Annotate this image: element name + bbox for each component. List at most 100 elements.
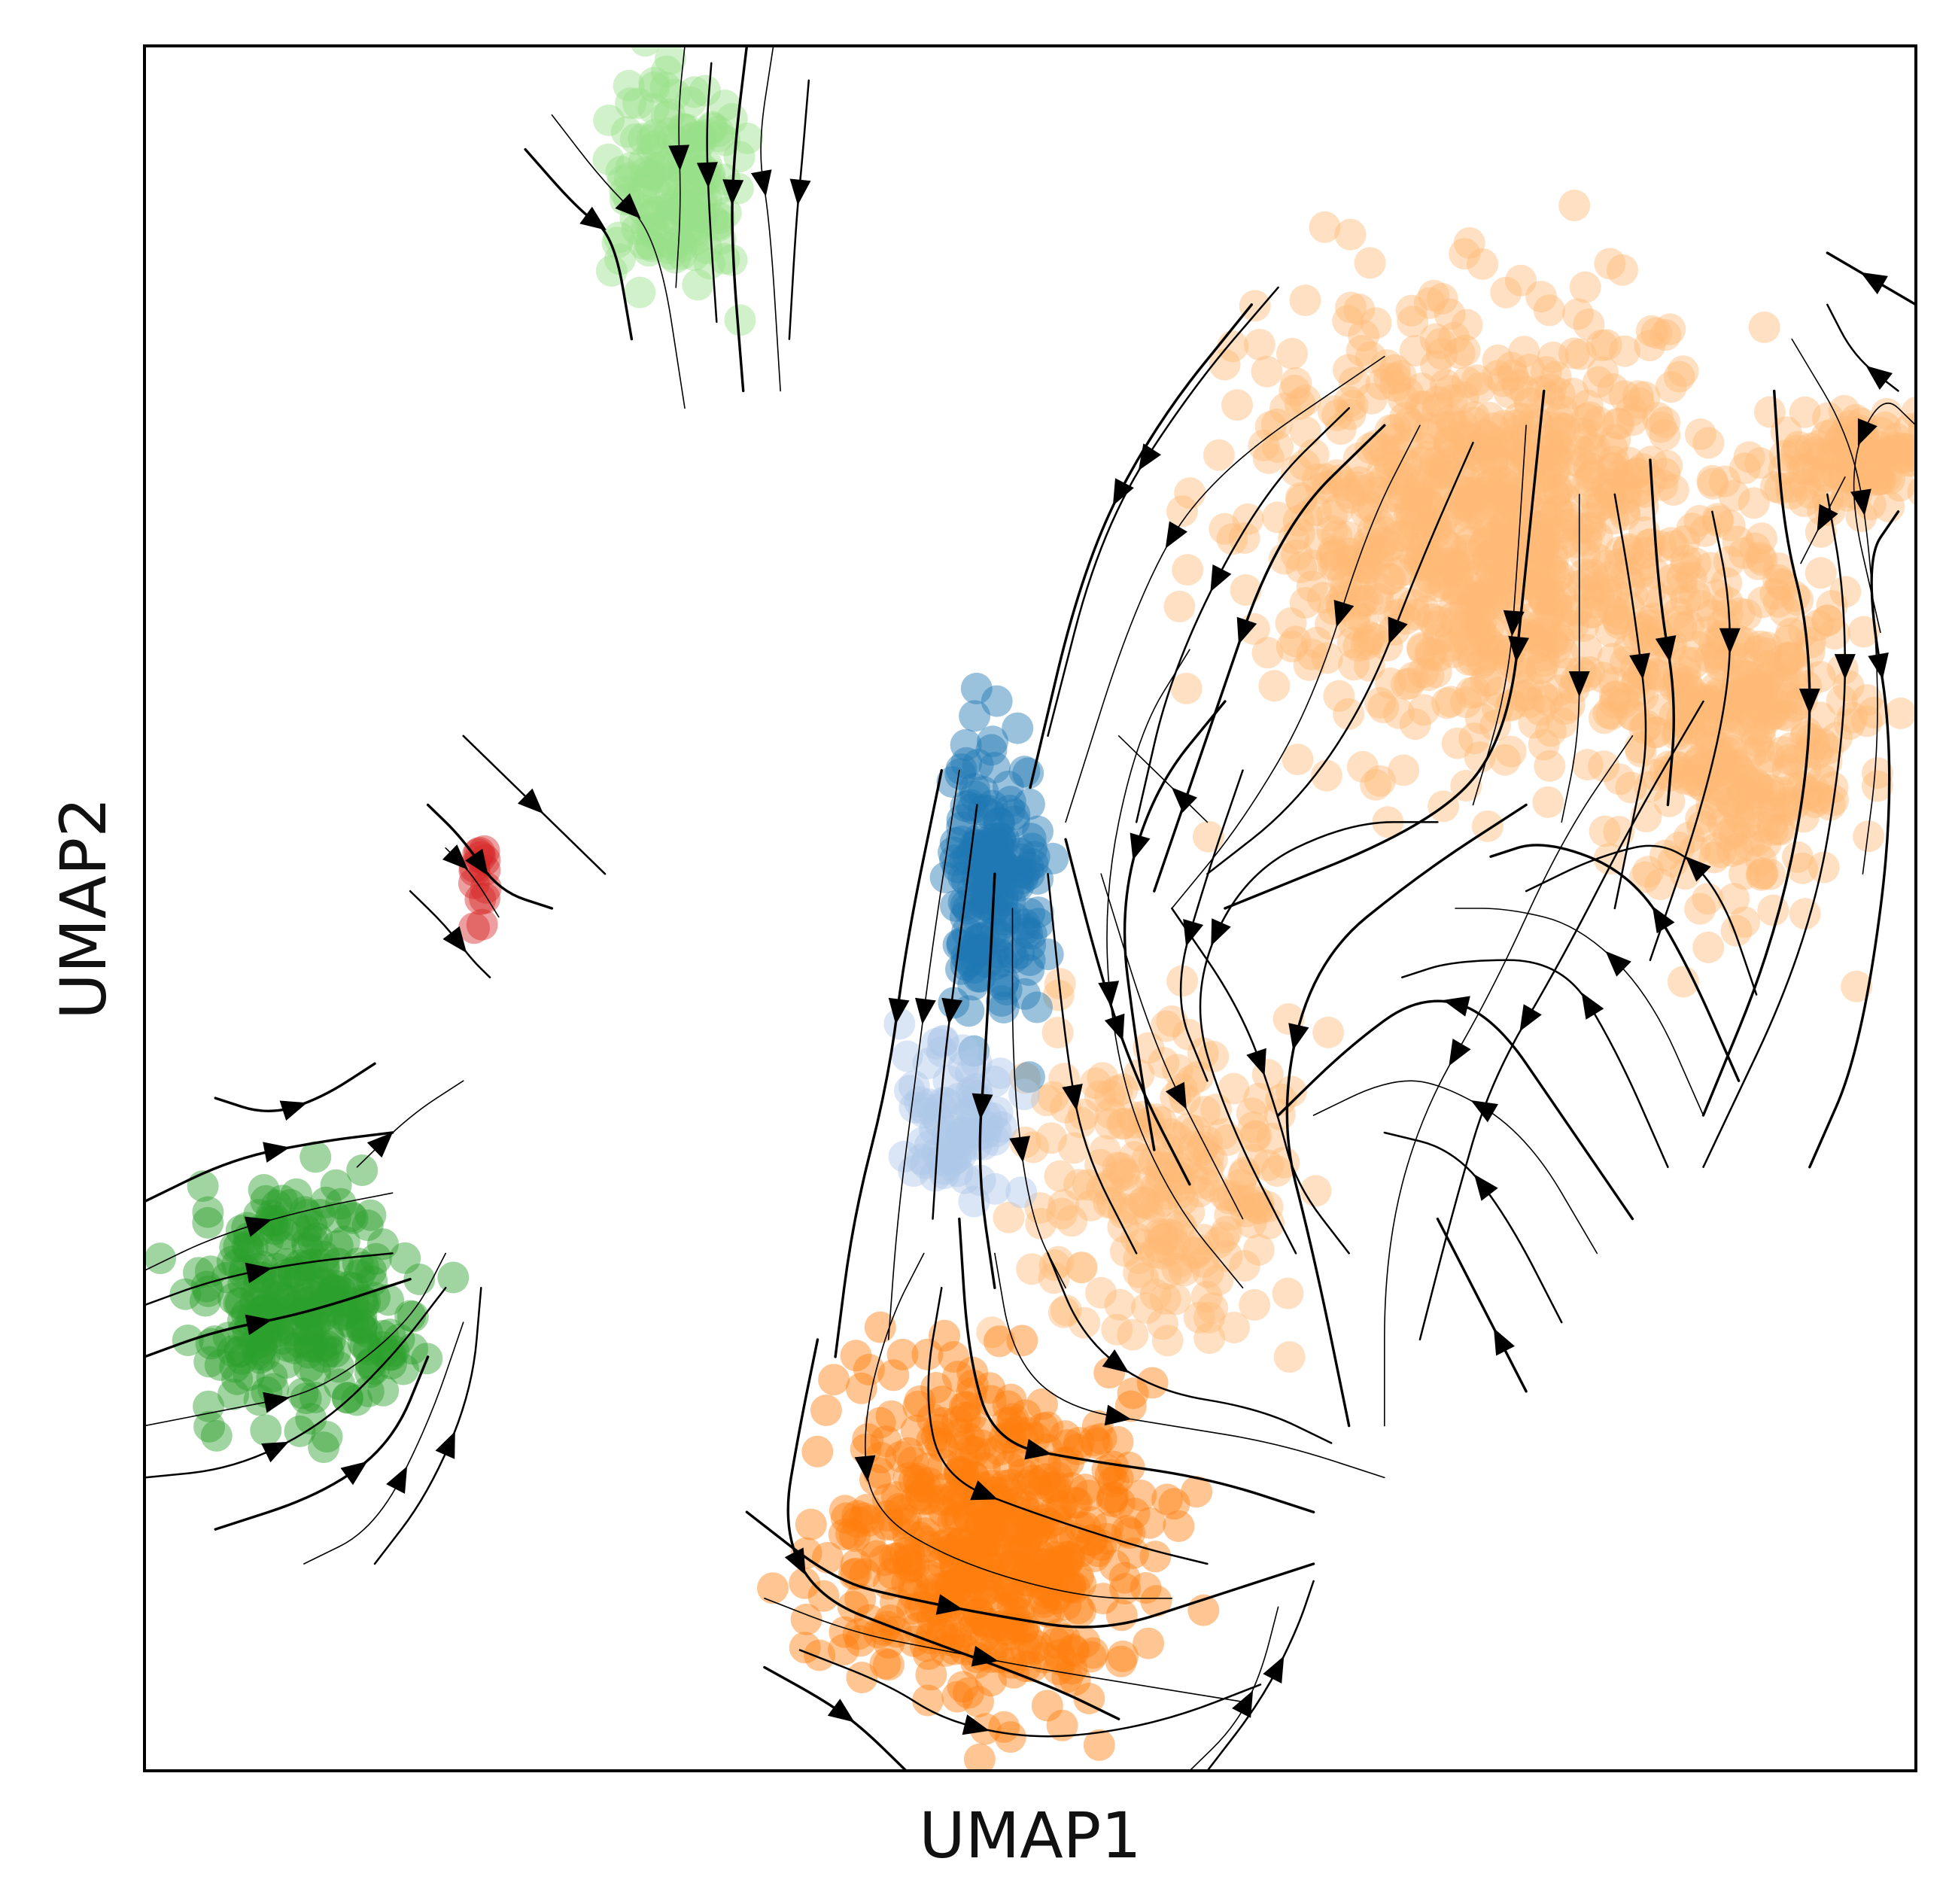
cell-point [1417, 504, 1449, 537]
cell-point [1756, 698, 1787, 731]
cell-point [1536, 433, 1568, 466]
velocity-arrowhead [1519, 1004, 1542, 1032]
cell-point [1730, 598, 1762, 631]
velocity-arrowhead [1104, 1404, 1132, 1426]
cell-point [1318, 535, 1349, 567]
cell-point [982, 1483, 1014, 1515]
cell-point [932, 1526, 964, 1559]
cell-point [1479, 480, 1510, 512]
cell-point [1096, 1187, 1128, 1219]
cell-point [1029, 1569, 1062, 1601]
cell-point [1808, 851, 1840, 884]
cell-point [1803, 430, 1835, 462]
cell-point [1125, 1228, 1157, 1261]
cell-point [1258, 670, 1291, 702]
cell-point [1363, 509, 1395, 540]
velocity-arrowhead [579, 206, 607, 230]
cell-point [1543, 559, 1575, 592]
cell-point [1322, 493, 1355, 525]
cell-point [1363, 435, 1395, 467]
cell-point [1484, 479, 1516, 512]
cell-point [1472, 470, 1504, 503]
cell-point [952, 843, 984, 874]
cell-point [1434, 686, 1467, 718]
cell-point [910, 1147, 942, 1179]
cell-point [263, 1279, 296, 1312]
cell-point [1695, 763, 1727, 795]
cell-point [1812, 402, 1844, 434]
cell-point [1677, 692, 1710, 725]
cell-point [1879, 432, 1911, 464]
cell-point [668, 155, 701, 187]
cell-point [1564, 338, 1597, 370]
velocity-arrowhead [941, 997, 963, 1025]
cell-point [1030, 1595, 1063, 1627]
cell-point [1419, 544, 1452, 576]
cell-point [1228, 1250, 1260, 1282]
cell-point [971, 1609, 1003, 1641]
cell-point [1229, 1156, 1260, 1188]
cell-point [1517, 622, 1549, 655]
cell-point [251, 1291, 282, 1324]
cell-point [1316, 515, 1348, 547]
cell-point [1616, 404, 1649, 436]
cell-point [936, 1527, 968, 1559]
cell-point [1328, 469, 1361, 501]
cell-point [1151, 1325, 1184, 1357]
cell-point [1794, 627, 1826, 659]
cell-point [945, 753, 978, 785]
cell-point [1276, 631, 1308, 663]
cell-point [1202, 1264, 1234, 1296]
cell-point [1285, 482, 1317, 514]
cell-point [916, 1425, 948, 1456]
cell-point [1031, 1690, 1063, 1722]
cell-point [678, 76, 710, 108]
cell-point [1210, 1215, 1242, 1248]
velocity-arrowhead [442, 926, 467, 954]
cell-point [1628, 381, 1661, 413]
cell-point [1467, 579, 1499, 611]
cell-point [1644, 868, 1677, 901]
cell-point [1453, 454, 1485, 486]
cell-point [965, 1429, 997, 1461]
cell-point [1485, 503, 1517, 535]
cell-point [1428, 567, 1459, 600]
cell-point [1452, 514, 1485, 546]
cell-point [1017, 1464, 1049, 1497]
cell-point [1007, 862, 1039, 895]
cell-point [1643, 659, 1675, 692]
cell-point [1528, 583, 1560, 616]
cell-point [637, 213, 670, 245]
velocity-arrowhead [971, 1646, 999, 1667]
cell-point [1051, 1661, 1084, 1693]
cell-point [962, 861, 994, 893]
cell-point [1524, 694, 1556, 726]
cell-point [1163, 1510, 1195, 1542]
cell-point [262, 1304, 294, 1337]
cell-point [260, 1205, 292, 1236]
cell-point [1379, 362, 1412, 394]
cell-point [1379, 370, 1412, 402]
cell-point [1616, 394, 1648, 427]
cell-point [840, 1340, 872, 1372]
cell-point [1543, 378, 1576, 410]
cell-point [1458, 406, 1490, 439]
cell-point [1685, 590, 1717, 622]
cell-point [1026, 1526, 1059, 1559]
cell-point [1543, 623, 1576, 655]
cell-point [1399, 510, 1431, 543]
cell-point [1607, 254, 1638, 286]
cell-point [1426, 283, 1458, 315]
cell-point [984, 844, 1017, 876]
cell-point [1529, 525, 1561, 557]
velocity-arrowhead [696, 162, 718, 188]
cell-point [1338, 649, 1370, 681]
cell-point [1771, 700, 1804, 731]
cell-point [1659, 750, 1692, 782]
cell-point [1858, 697, 1890, 728]
cell-point [1379, 354, 1411, 386]
cell-point [942, 1486, 974, 1518]
cell-point [950, 728, 982, 761]
cell-point [1613, 446, 1646, 479]
cell-point [1324, 464, 1356, 497]
